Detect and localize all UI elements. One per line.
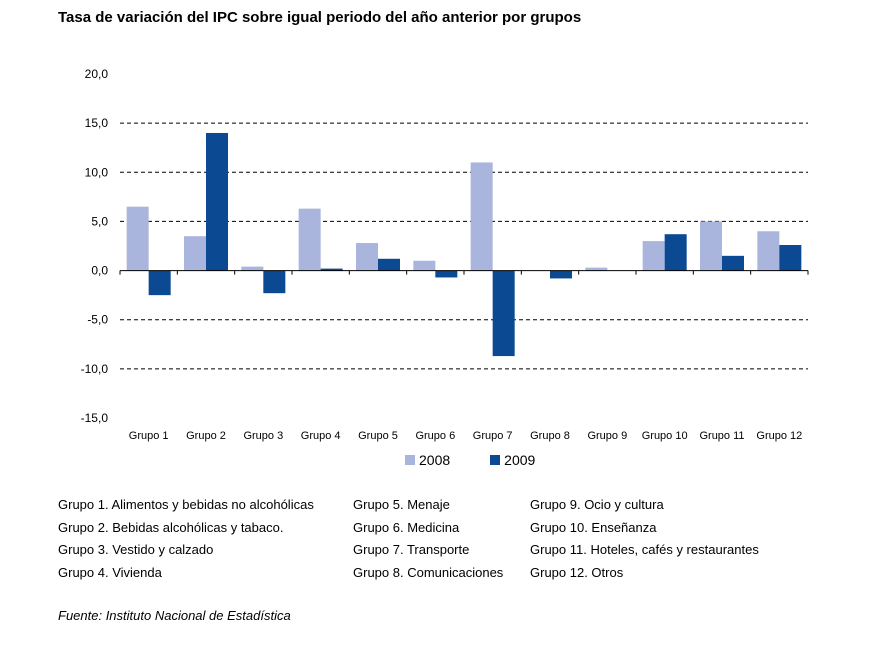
legend-item-2009: 2009 (490, 452, 535, 468)
x-tick-label: Grupo 1 (129, 430, 169, 442)
y-tick-label: 15,0 (85, 116, 109, 130)
bar-2009 (263, 270, 286, 294)
x-tick-label: Grupo 2 (186, 430, 226, 442)
x-tick-label: Grupo 8 (530, 430, 570, 442)
x-tick-label: Grupo 10 (642, 430, 688, 442)
bar-2009 (779, 245, 802, 271)
bar-2009 (722, 255, 744, 271)
bar-2009 (206, 132, 228, 271)
x-tick-label: Grupo 11 (699, 430, 744, 442)
bar-chart: 20,0 15,0 10,0 5,0 0,0 -5,0 -10,0 -15,0 Grupo 1 G… (81, 67, 809, 442)
x-tick-label: Grupo 7 (473, 430, 513, 442)
bar-2009 (664, 234, 687, 271)
bar-2008 (470, 162, 493, 271)
x-tick-label: Grupo 12 (756, 430, 802, 442)
legend-label-2009: 2009 (504, 452, 536, 468)
y-tick-label: 5,0 (91, 214, 108, 228)
x-tick-label: Grupo 4 (301, 430, 341, 442)
source-note: Fuente: Instituto Nacional de Estadístic… (58, 608, 291, 623)
y-tick-label: -5,0 (87, 313, 108, 327)
group-note: Grupo 9. Ocio y cultura (530, 497, 664, 512)
y-tick-label: 20,0 (85, 67, 109, 81)
bar-2008 (126, 206, 149, 271)
group-note: Grupo 8. Comunicaciones (353, 564, 504, 580)
legend-item-2008: 2008 (405, 452, 450, 468)
legend: 2008 2009 (405, 452, 575, 468)
bar-2008 (642, 241, 665, 271)
group-note: Grupo 5. Menaje (353, 497, 450, 512)
y-tick-label: -15,0 (81, 411, 109, 425)
group-note: Grupo 1. Alimentos y bebidas no alcohóli… (58, 497, 314, 512)
group-notes-col-3: Grupo 9. Ocio y cultura Grupo 10. Enseña… (530, 494, 759, 584)
group-note: Grupo 6. Medicina (353, 519, 460, 535)
bar-2009 (492, 270, 515, 357)
group-note: Grupo 11. Hoteles, cafés y restaurantes (530, 542, 759, 558)
x-tick-label: Grupo 6 (415, 430, 455, 442)
group-notes-col-1: Grupo 1. Alimentos y bebidas no alcohóli… (58, 494, 314, 584)
group-note: Grupo 4. Vivienda (58, 564, 162, 580)
bar-2009 (435, 270, 458, 278)
chart-title: Tasa de variación del IPC sobre igual pe… (58, 9, 582, 26)
bar-2008 (413, 260, 436, 271)
legend-swatch-2009 (490, 455, 501, 465)
group-notes-col-2: Grupo 5. Menaje Grupo 6. Medicina Grupo … (353, 494, 503, 584)
x-tick-label: Grupo 5 (358, 430, 398, 442)
group-note: Grupo 2. Bebidas alcohólicas y tabaco. (58, 519, 284, 535)
bar-2008 (757, 231, 780, 271)
group-note: Grupo 3. Vestido y calzado (58, 542, 214, 558)
legend-swatch-2008 (405, 455, 415, 465)
group-note: Grupo 12. Otros (530, 564, 624, 580)
y-tick-label: 10,0 (85, 165, 109, 179)
bar-2008 (184, 236, 206, 271)
bar-2009 (320, 268, 343, 271)
x-tick-label: Grupo 3 (243, 430, 283, 442)
bar-2009 (378, 258, 400, 271)
bar-2009 (550, 270, 572, 279)
bar-2008 (585, 267, 608, 271)
x-tick-label: Grupo 9 (587, 430, 627, 442)
group-note: Grupo 7. Transporte (353, 542, 470, 558)
y-tick-label: 0,0 (91, 264, 108, 278)
legend-label-2008: 2008 (419, 452, 451, 468)
bar-2009 (148, 270, 171, 296)
bar-2008 (700, 221, 722, 271)
y-tick-label: -10,0 (81, 362, 109, 376)
group-note: Grupo 10. Enseñanza (530, 519, 657, 535)
bar-2008 (241, 266, 264, 271)
bar-2008 (298, 208, 321, 271)
bar-2008 (356, 243, 378, 271)
